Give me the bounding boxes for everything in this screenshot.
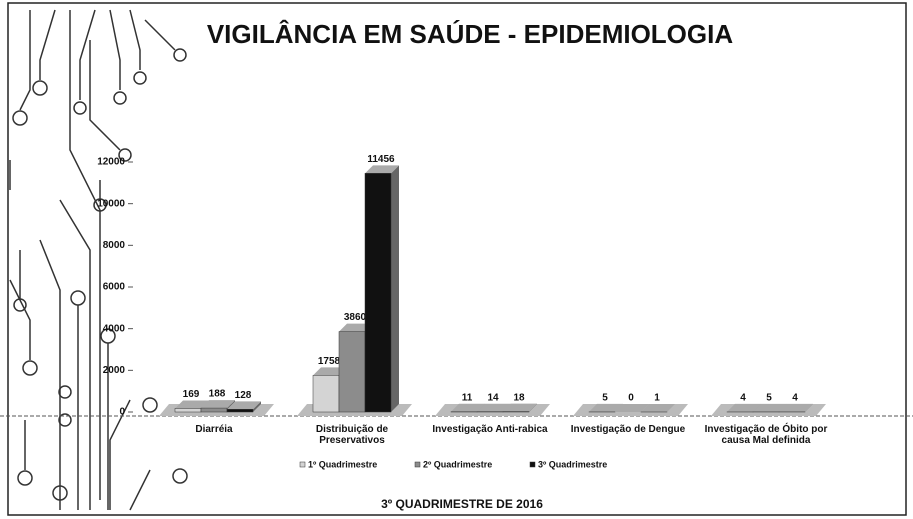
x-tick-label: Investigação Anti-rabica — [432, 424, 548, 435]
value-label: 4 — [740, 393, 746, 404]
bar-top — [175, 400, 209, 409]
bar-side — [615, 403, 623, 412]
bar-top — [365, 165, 399, 174]
bar-top — [503, 403, 537, 412]
value-label: 3860 — [344, 312, 367, 323]
value-label: 0 — [628, 393, 634, 404]
bar-side — [253, 401, 261, 412]
bar — [364, 173, 392, 413]
x-tick-label: Distribuição de Preservativos — [315, 424, 389, 446]
chart-subtitle: 3º QUADRIMESTRE DE 2016 — [381, 497, 543, 511]
y-tick-label: 2000 — [103, 365, 126, 376]
bar-top — [753, 403, 787, 412]
value-label: 169 — [183, 389, 200, 400]
value-label: 11456 — [367, 154, 395, 165]
bar — [338, 331, 366, 413]
bar — [226, 409, 254, 413]
bar-top — [339, 323, 373, 332]
y-tick-label: 0 — [119, 407, 125, 418]
bar — [312, 375, 340, 413]
bar-top — [779, 403, 813, 412]
value-label: 18 — [513, 392, 525, 403]
value-label: 11 — [462, 392, 473, 403]
value-label: 1 — [654, 393, 660, 404]
x-tick-label: Investigação de Dengue — [570, 424, 686, 435]
y-tick-label: 6000 — [103, 282, 126, 293]
y-tick-label: 4000 — [103, 323, 126, 334]
legend-label: 1º Quadrimestre — [308, 459, 377, 469]
bar-top — [727, 403, 761, 412]
value-label: 14 — [487, 392, 499, 403]
y-tick-label: 8000 — [103, 240, 126, 251]
legend-swatch — [529, 461, 536, 468]
bar-top — [201, 400, 235, 409]
value-label: 1758 — [318, 356, 341, 367]
y-tick-label: 10000 — [97, 198, 125, 209]
bar-top — [641, 403, 675, 412]
bar-top — [227, 401, 261, 410]
x-tick-label: Investigação de Óbito por causa Mal defi… — [704, 424, 828, 446]
bar-side — [391, 165, 399, 412]
x-tick-label: Diarréia — [195, 424, 233, 435]
y-tick-label: 12000 — [97, 157, 125, 168]
value-label: 5 — [766, 393, 772, 404]
value-label: 5 — [602, 393, 608, 404]
bar — [174, 408, 202, 413]
bar-top — [313, 367, 347, 376]
value-label: 188 — [209, 389, 226, 400]
bar-side — [529, 403, 537, 412]
bar-side — [805, 403, 813, 412]
legend-label: 3º Quadrimestre — [538, 459, 607, 469]
value-label: 128 — [235, 390, 252, 401]
bar-top — [589, 403, 623, 412]
bar-top — [451, 403, 485, 412]
legend-swatch — [414, 461, 421, 468]
legend-swatch — [299, 461, 306, 468]
chart-title: VIGILÂNCIA EM SAÚDE - EPIDEMIOLOGIA — [207, 19, 734, 49]
bar-top — [477, 403, 511, 412]
bar — [200, 407, 228, 413]
bar-top — [615, 404, 649, 412]
bar-side — [667, 403, 675, 412]
legend-label: 2º Quadrimestre — [423, 459, 492, 469]
value-label: 4 — [792, 393, 798, 404]
circuit-decoration — [9, 9, 188, 511]
border — [7, 2, 907, 516]
